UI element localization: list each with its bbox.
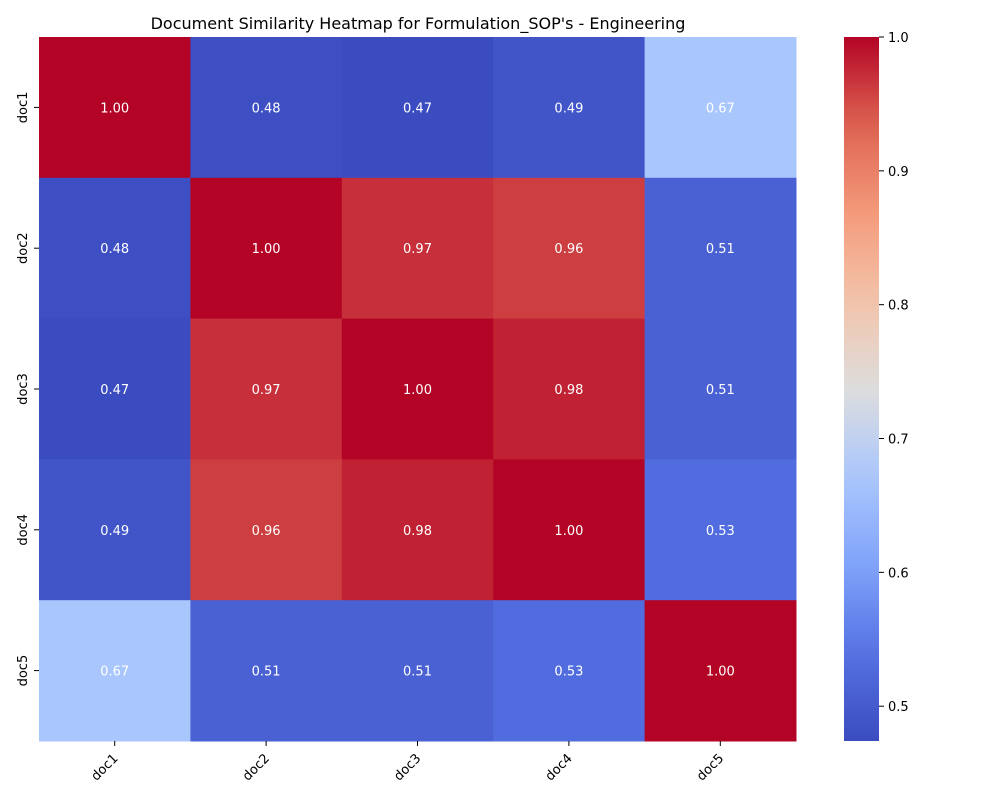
heatmap-cell (39, 318, 191, 460)
cell-value-label: 1.00 (706, 665, 735, 680)
colorbar-tick-label: 0.7 (888, 433, 909, 448)
cell-value-label: 1.00 (100, 101, 129, 116)
heatmap-cell (341, 318, 494, 460)
cell-value-label: 0.51 (706, 242, 735, 257)
colorbar-tick-label: 0.9 (888, 165, 909, 180)
colorbar-tick-label: 1.0 (888, 31, 909, 46)
cell-value-label: 0.53 (706, 524, 735, 539)
x-tick-label: doc5 (694, 751, 727, 784)
colorbar-gradient (844, 37, 879, 741)
cell-value-label: 0.67 (100, 665, 129, 680)
cell-value-label: 0.98 (403, 524, 432, 539)
cell-value-label: 0.98 (554, 383, 583, 398)
heatmap-cell (190, 459, 343, 601)
cell-value-label: 0.49 (100, 524, 129, 539)
heatmap-cell (190, 37, 343, 179)
cell-value-label: 0.48 (252, 101, 281, 116)
colorbar-tick-label: 0.6 (888, 566, 909, 581)
heatmap-cell (39, 600, 191, 742)
heatmap-cell (39, 37, 191, 179)
y-tick-label: doc5 (16, 655, 31, 687)
heatmap-cell (39, 459, 191, 601)
heatmap-cell (341, 37, 494, 179)
cell-value-label: 0.51 (706, 383, 735, 398)
heatmap-cell (644, 37, 797, 179)
heatmap-cells: 1.00 0.48 0.47 0.49 0.67 0.48 1.00 0.97 0.96 0.51… (39, 37, 797, 742)
y-tick-label: doc4 (16, 514, 31, 546)
heatmap-cell (190, 177, 343, 320)
heatmap-cell (493, 600, 646, 742)
heatmap-cell (493, 318, 646, 460)
colorbar-tick-label: 0.8 (888, 299, 909, 314)
x-tick-label: doc1 (89, 751, 122, 784)
cell-value-label: 0.53 (554, 665, 583, 680)
heatmap-cell (190, 600, 343, 742)
x-tick-label: doc4 (543, 751, 576, 784)
y-tick-label: doc1 (16, 92, 31, 124)
heatmap-cell (341, 177, 494, 320)
x-axis: doc1 doc2 doc3 doc4 doc5 (89, 741, 727, 784)
cell-value-label: 0.97 (252, 383, 281, 398)
heatmap-cell (190, 318, 343, 460)
cell-value-label: 1.00 (403, 383, 432, 398)
chart-title: Document Similarity Heatmap for Formulat… (151, 14, 686, 34)
heatmap-cell (644, 318, 797, 460)
cell-value-label: 1.00 (252, 242, 281, 257)
y-tick-label: doc3 (16, 373, 31, 405)
colorbar: 0.5 0.6 0.7 0.8 0.9 1.0 (844, 31, 909, 741)
heatmap-cell (644, 459, 797, 601)
heatmap-cell (644, 600, 797, 742)
x-tick-label: doc3 (391, 751, 424, 784)
heatmap-cell (493, 177, 646, 320)
cell-value-label: 0.47 (403, 101, 432, 116)
cell-value-label: 0.96 (252, 524, 281, 539)
cell-value-label: 0.51 (403, 665, 432, 680)
cell-value-label: 0.67 (706, 101, 735, 116)
y-tick-label: doc2 (16, 232, 31, 264)
heatmap-cell (39, 177, 191, 320)
cell-value-label: 0.47 (100, 383, 129, 398)
colorbar-tick-label: 0.5 (888, 700, 909, 715)
heatmap-cell (493, 459, 646, 601)
cell-value-label: 0.51 (252, 665, 281, 680)
heatmap-cell (644, 177, 797, 320)
cell-value-label: 0.96 (554, 242, 583, 257)
cell-value-label: 0.49 (554, 101, 583, 116)
x-tick-label: doc2 (240, 751, 273, 784)
cell-value-label: 1.00 (554, 524, 583, 539)
heatmap-cell (493, 37, 646, 179)
cell-value-label: 0.97 (403, 242, 432, 257)
y-axis: doc1 doc2 doc3 doc4 doc5 (16, 92, 39, 687)
heatmap-cell (341, 600, 494, 742)
heatmap-cell (341, 459, 494, 601)
cell-value-label: 0.48 (100, 242, 129, 257)
